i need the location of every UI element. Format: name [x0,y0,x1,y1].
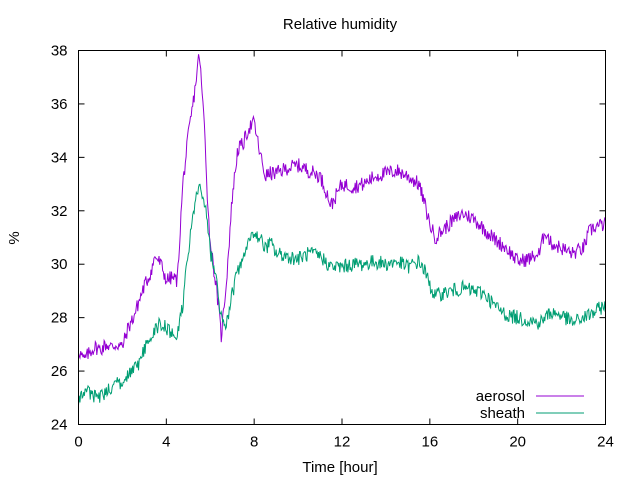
x-tick-label: 4 [162,434,170,451]
legend-label-aerosol: aerosol [476,388,525,405]
y-tick-label: 38 [51,43,68,60]
y-tick-label: 32 [51,203,68,220]
y-axis-label: % [6,231,23,244]
series-layer [78,54,606,406]
plot-frame [78,50,606,425]
x-tick-label: 16 [421,434,438,451]
y-tick-label: 34 [51,149,68,166]
x-tick-label: 12 [334,434,351,451]
y-tick-label: 26 [51,363,68,380]
x-tick-label: 8 [250,434,258,451]
x-tick-label: 24 [597,434,614,451]
chart-title: Relative humidity [283,16,398,33]
legend-label-sheath: sheath [480,405,525,422]
series-line-aerosol [78,54,606,360]
y-tick-label: 24 [51,417,68,434]
ticks-layer: 0 4 8 12 16 20 24 24 26 28 30 32 34 36 38 [51,43,614,451]
x-tick-label: 0 [74,434,82,451]
series-line-sheath [78,183,606,406]
y-tick-label: 36 [51,96,68,113]
x-tick-label: 20 [509,434,526,451]
y-tick-label: 28 [51,310,68,327]
x-axis-label: Time [hour] [302,459,377,476]
y-tick-label: 30 [51,256,68,273]
